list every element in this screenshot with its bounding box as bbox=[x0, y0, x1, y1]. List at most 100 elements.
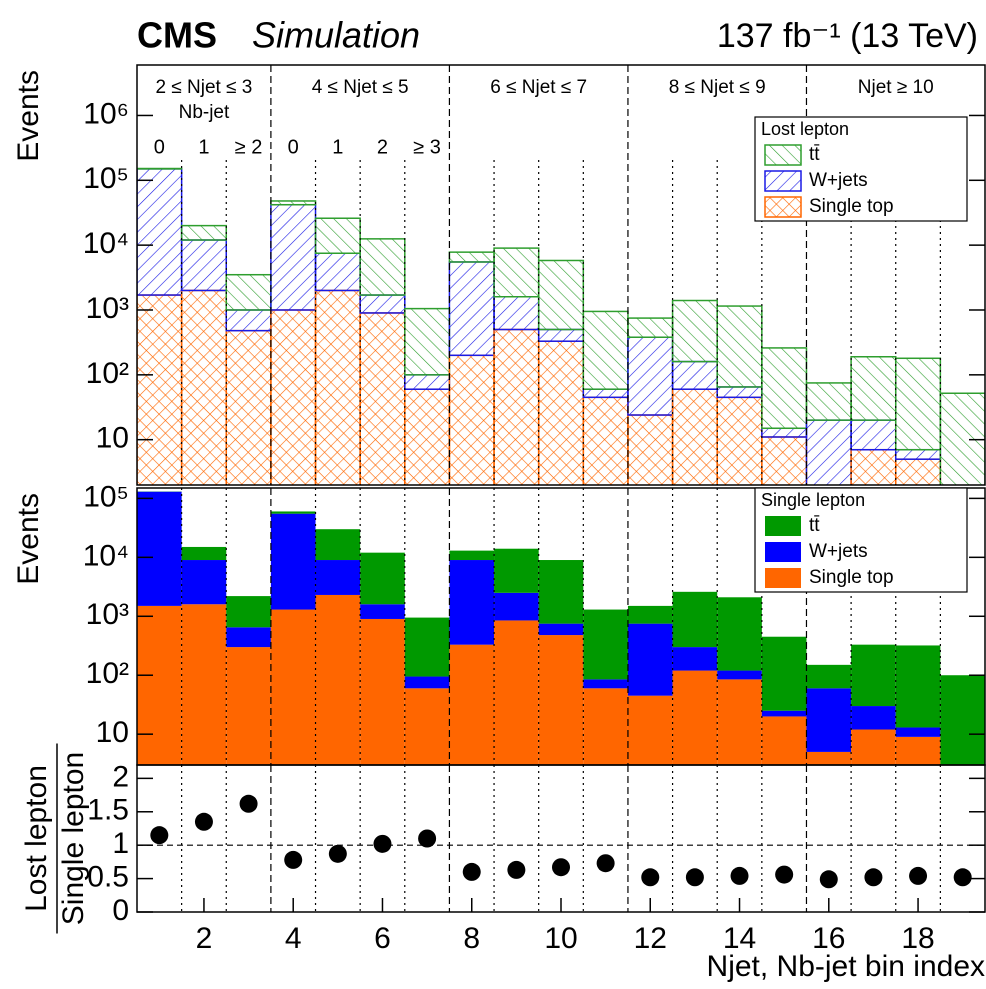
legend-label: W+jets bbox=[809, 170, 868, 191]
bar bbox=[537, 259, 585, 331]
bar bbox=[225, 273, 272, 311]
bar bbox=[538, 560, 584, 624]
legend-swatch bbox=[764, 196, 802, 218]
y-tick-label: 10⁴ bbox=[83, 227, 129, 260]
y-tick-label: 10 bbox=[96, 422, 129, 455]
y-tick-label: 1.5 bbox=[87, 794, 129, 827]
y-tick-label: 10³ bbox=[86, 598, 129, 631]
bar bbox=[894, 357, 942, 451]
bar bbox=[314, 252, 361, 292]
bar bbox=[671, 299, 718, 363]
bar bbox=[404, 676, 450, 689]
bar bbox=[404, 307, 451, 376]
bar bbox=[449, 560, 495, 645]
data-point bbox=[373, 834, 392, 853]
legend-swatch bbox=[764, 144, 802, 166]
bar bbox=[671, 360, 718, 390]
bar bbox=[627, 623, 673, 696]
bar bbox=[137, 491, 182, 606]
data-point bbox=[685, 868, 704, 887]
bar bbox=[359, 312, 406, 485]
x-tick-label: 2 bbox=[196, 922, 213, 955]
bar bbox=[493, 328, 540, 485]
legend-label: Single top bbox=[809, 196, 894, 217]
bar bbox=[137, 294, 183, 485]
bar bbox=[806, 664, 852, 689]
y-tick-label: 10 bbox=[96, 716, 129, 749]
bar bbox=[940, 675, 985, 765]
bar bbox=[761, 636, 807, 711]
bar bbox=[494, 548, 539, 593]
y-tick-label: 10² bbox=[86, 357, 129, 390]
bar bbox=[404, 374, 451, 390]
legend-label: Single top bbox=[809, 567, 894, 588]
y-tick-label: 0 bbox=[112, 894, 129, 927]
bar bbox=[181, 604, 227, 765]
legend-label: W+jets bbox=[809, 541, 868, 562]
bar bbox=[315, 594, 361, 765]
bar bbox=[315, 560, 361, 595]
y-tick-label: 0.5 bbox=[87, 861, 129, 894]
legend-label: tt̄ bbox=[809, 144, 820, 165]
legend-title: Single lepton bbox=[761, 490, 865, 510]
plot-area bbox=[137, 167, 985, 485]
bar bbox=[360, 604, 405, 619]
bar bbox=[538, 635, 584, 765]
bar bbox=[404, 688, 450, 765]
region-label: 4 ≤ Njet ≤ 5 bbox=[312, 77, 409, 98]
bar bbox=[137, 605, 182, 765]
y-axis-label: Single lepton bbox=[57, 752, 90, 925]
x-tick-label: 16 bbox=[812, 922, 845, 955]
bar bbox=[315, 529, 361, 561]
data-point bbox=[507, 860, 526, 879]
x-tick-label: 4 bbox=[285, 922, 302, 955]
bar bbox=[582, 310, 629, 390]
bar bbox=[583, 679, 628, 689]
x-tick-label: 14 bbox=[723, 922, 756, 955]
bar bbox=[448, 354, 495, 485]
bar bbox=[761, 347, 808, 430]
bar bbox=[851, 729, 896, 765]
bar bbox=[895, 645, 941, 728]
bar bbox=[805, 382, 852, 421]
x-tick-label: 10 bbox=[544, 922, 577, 955]
y-tick-label: 10² bbox=[86, 657, 129, 690]
bar bbox=[137, 168, 183, 296]
bar bbox=[761, 436, 808, 485]
data-point bbox=[462, 862, 481, 881]
bar bbox=[226, 627, 271, 648]
plot-area bbox=[150, 794, 972, 889]
nb-bin-label: 0 bbox=[154, 136, 165, 158]
bar bbox=[270, 609, 316, 765]
bar bbox=[270, 309, 317, 485]
data-point bbox=[194, 812, 213, 831]
bar bbox=[226, 647, 271, 765]
bar bbox=[494, 620, 539, 765]
x-tick-label: 6 bbox=[374, 922, 391, 955]
bar bbox=[449, 644, 495, 765]
bar bbox=[270, 511, 316, 514]
bar bbox=[180, 239, 228, 292]
data-point bbox=[150, 826, 169, 845]
bar bbox=[449, 550, 495, 561]
legend-swatch bbox=[765, 568, 801, 588]
bar bbox=[895, 736, 941, 765]
bar bbox=[582, 388, 629, 399]
bar bbox=[717, 679, 762, 765]
bar bbox=[850, 419, 897, 451]
bar bbox=[494, 592, 539, 621]
nb-label: Nb-jet bbox=[179, 102, 230, 123]
bar bbox=[448, 251, 495, 263]
bar bbox=[671, 388, 718, 485]
data-point bbox=[819, 870, 838, 889]
y-axis-label: Lost lepton bbox=[20, 765, 53, 912]
title: CMS bbox=[137, 15, 217, 56]
data-point bbox=[775, 865, 794, 884]
y-tick-label: 10⁶ bbox=[83, 97, 129, 130]
panel-frame bbox=[136, 64, 986, 486]
bar bbox=[850, 356, 897, 421]
x-tick-label: 8 bbox=[463, 922, 480, 955]
bar bbox=[895, 727, 941, 737]
y-axis-label: Events bbox=[12, 70, 45, 162]
